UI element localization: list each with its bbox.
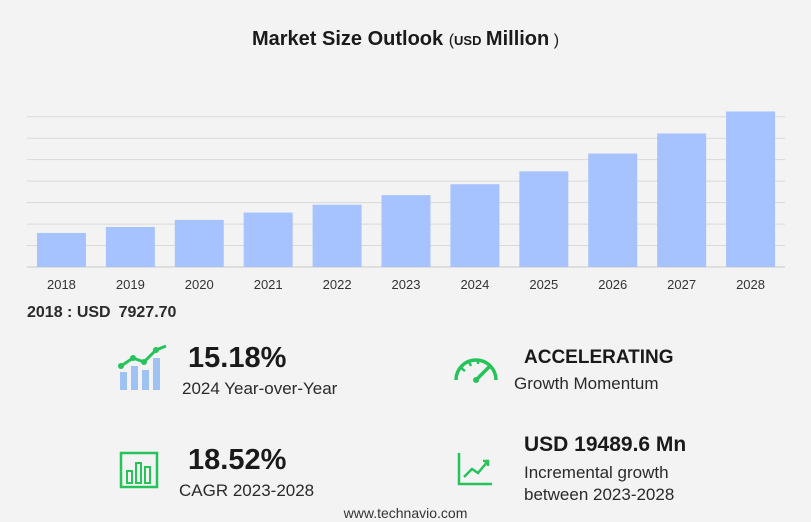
bar-2021 bbox=[243, 212, 293, 267]
yoy-label: 2024 Year-over-Year bbox=[182, 379, 338, 398]
x-tick-label: 2022 bbox=[323, 277, 352, 292]
incremental-value: USD 19489.6 Mn bbox=[524, 433, 687, 456]
x-tick-label: 2018 bbox=[47, 277, 76, 292]
cagr-value: 18.52% bbox=[188, 444, 287, 476]
base-year: 2018 bbox=[27, 304, 63, 321]
bar-2018 bbox=[36, 232, 86, 267]
bar-2025 bbox=[519, 171, 569, 267]
x-tick-label: 2026 bbox=[598, 277, 627, 292]
momentum-label: Growth Momentum bbox=[514, 374, 659, 393]
trend-chart-icon bbox=[457, 453, 492, 486]
source-footer: www.technavio.com bbox=[343, 505, 468, 521]
speedometer-icon bbox=[454, 358, 498, 383]
title-text: Market Size Outlook bbox=[251, 28, 444, 50]
bar-growth-icon bbox=[118, 344, 167, 390]
x-tick-label: 2021 bbox=[254, 277, 283, 292]
x-tick-label: 2023 bbox=[392, 277, 421, 292]
bar-2022 bbox=[312, 204, 362, 267]
title-unit: (USD Million ) bbox=[448, 28, 560, 50]
bar-2020 bbox=[174, 219, 224, 267]
incremental-label-line2: between 2023-2028 bbox=[524, 485, 675, 504]
incremental-label-line1: Incremental growth bbox=[524, 463, 669, 482]
unit-close-paren: ) bbox=[553, 32, 560, 49]
bar-2023 bbox=[381, 195, 431, 267]
bar-2024 bbox=[450, 184, 500, 267]
base-year-separator: : bbox=[67, 304, 73, 321]
x-tick-label: 2027 bbox=[667, 277, 696, 292]
x-tick-label: 2025 bbox=[529, 277, 558, 292]
chart-title: Market Size Outlook (USD Million ) bbox=[0, 28, 811, 51]
bar-chart: 2018 2019 2020 2021 2022 2023 2024 2025 2026 2027… bbox=[27, 111, 785, 292]
base-value: 7927.70 bbox=[118, 304, 177, 321]
unit-name: Million bbox=[485, 28, 550, 50]
bar-2028 bbox=[726, 111, 776, 267]
cagr-label: CAGR 2023-2028 bbox=[179, 481, 315, 500]
bar-2019 bbox=[105, 226, 155, 267]
unit-open-paren: ( bbox=[448, 32, 455, 49]
bar-2027 bbox=[657, 133, 707, 267]
x-tick-label: 2024 bbox=[460, 277, 489, 292]
base-currency: USD bbox=[76, 304, 111, 321]
base-year-value: 2018 : USD 7927.70 bbox=[27, 304, 176, 322]
bar-2026 bbox=[588, 153, 638, 267]
x-tick-label: 2028 bbox=[736, 277, 765, 292]
momentum-value: ACCELERATING bbox=[524, 347, 674, 368]
x-tick-label: 2019 bbox=[116, 277, 145, 292]
unit-currency: USD bbox=[454, 33, 482, 48]
x-tick-label: 2020 bbox=[185, 277, 214, 292]
yoy-value: 15.18% bbox=[188, 342, 287, 374]
bar-chart-icon bbox=[119, 451, 159, 489]
